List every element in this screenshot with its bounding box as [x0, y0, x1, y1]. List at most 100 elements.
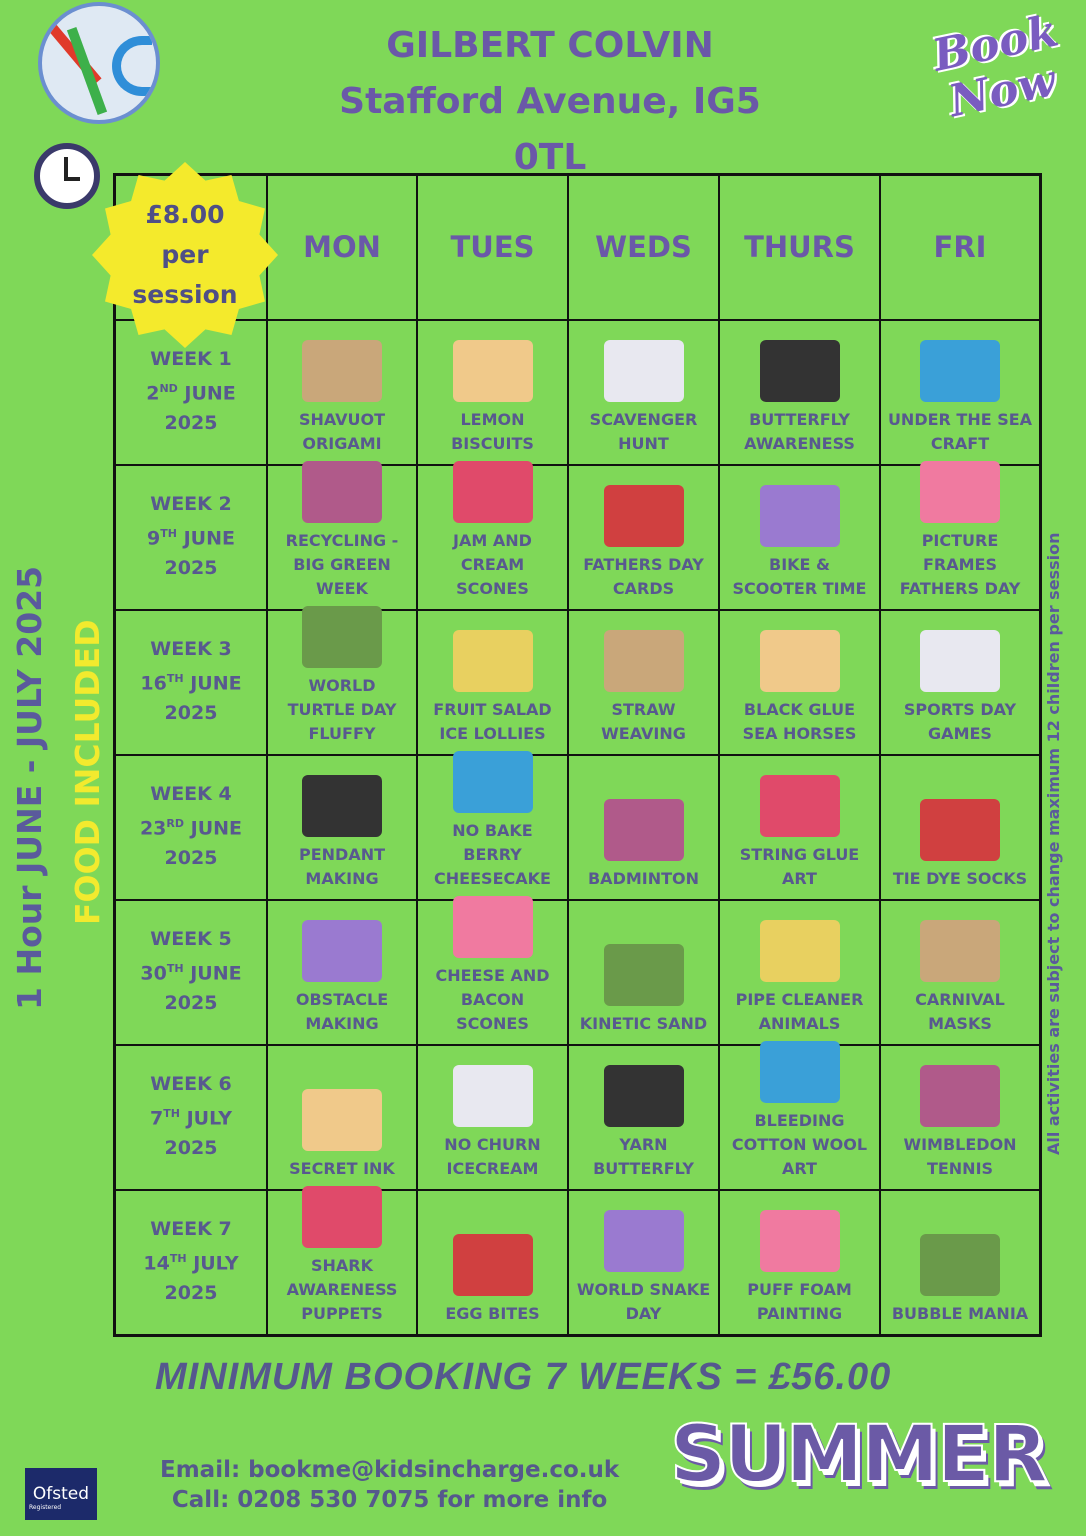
- activity-image: [920, 799, 1000, 861]
- date-suffix: TH: [160, 527, 177, 541]
- date-day: 23: [139, 817, 167, 840]
- activity-image: [452, 751, 533, 813]
- ofsted-logo: Ofsted Registered: [25, 1468, 97, 1520]
- disclaimer: All activities are subject to change max…: [1044, 532, 1063, 1155]
- activity-cell[interactable]: CHEESE AND BACON SCONES: [417, 896, 568, 1045]
- activity-cell[interactable]: SPORTS DAY GAMES: [880, 610, 1040, 755]
- week-number: WEEK 6: [150, 1073, 232, 1096]
- ofsted-name: Ofsted: [32, 1484, 90, 1504]
- week-label-cell: WEEK 7 14TH JULY 2025: [115, 1190, 267, 1335]
- activity-image: [920, 920, 1000, 982]
- activity-cell[interactable]: OBSTACLE MAKING: [267, 900, 417, 1045]
- activity-image: [302, 1186, 382, 1248]
- activity-image: [603, 485, 684, 547]
- activity-cell[interactable]: BUTTERFLY AWARENESS: [719, 320, 880, 465]
- activity-cell[interactable]: WORLD TURTLE DAY FLUFFY: [267, 606, 417, 755]
- email-link[interactable]: Email: bookme@kidsincharge.co.uk: [160, 1457, 620, 1483]
- activity-cell[interactable]: STRING GLUE ART: [719, 755, 880, 900]
- activity-image: [920, 630, 1000, 692]
- activity-cell[interactable]: JAM AND CREAM SCONES: [417, 461, 568, 610]
- day-header-thurs: THURS: [719, 175, 880, 320]
- activity-cell[interactable]: UNDER THE SEA CRAFT: [880, 320, 1040, 465]
- activity-label: PIPE CLEANER ANIMALS: [735, 990, 864, 1033]
- activity-label: WORLD TURTLE DAY FLUFFY: [287, 676, 397, 743]
- activity-label: BIKE & SCOOTER TIME: [732, 555, 867, 598]
- activity-cell[interactable]: BIKE & SCOOTER TIME: [719, 465, 880, 610]
- week-year: 2025: [164, 991, 218, 1014]
- week-number: WEEK 5: [150, 928, 232, 951]
- activity-label: SCAVENGER HUNT: [589, 410, 698, 453]
- alarm-clock-icon: [22, 137, 110, 217]
- activity-label: JAM AND CREAM SCONES: [453, 531, 532, 598]
- activity-label: SPORTS DAY GAMES: [903, 700, 1017, 743]
- activity-cell[interactable]: KINETIC SAND: [568, 900, 719, 1045]
- activity-cell[interactable]: BADMINTON: [568, 755, 719, 900]
- week-date: 16TH JUNE: [140, 664, 241, 698]
- activity-image: [603, 799, 684, 861]
- activity-image: [452, 461, 533, 523]
- activity-cell[interactable]: BLEEDING COTTON WOOL ART: [719, 1041, 880, 1190]
- week-label-cell: WEEK 6 7TH JULY 2025: [115, 1045, 267, 1190]
- activity-image: [759, 630, 840, 692]
- activity-cell[interactable]: FRUIT SALAD ICE LOLLIES: [417, 610, 568, 755]
- activity-cell[interactable]: SHAVUOT ORIGAMI: [267, 320, 417, 465]
- activity-label: WORLD SNAKE DAY: [576, 1280, 711, 1323]
- activity-cell[interactable]: FATHERS DAY CARDS: [568, 465, 719, 610]
- activity-image: [603, 340, 684, 402]
- activity-label: RECYCLING - BIG GREEN WEEK: [285, 531, 399, 598]
- activity-label: BUBBLE MANIA: [891, 1304, 1029, 1323]
- date-suffix: TH: [163, 1107, 180, 1121]
- activity-label: STRAW WEAVING: [601, 700, 686, 743]
- activity-cell[interactable]: PUFF FOAM PAINTING: [719, 1190, 880, 1335]
- activity-cell[interactable]: SHARK AWARENESS PUPPETS: [267, 1186, 417, 1335]
- date-month: JUNE: [190, 817, 243, 840]
- activity-cell[interactable]: LEMON BISCUITS: [417, 320, 568, 465]
- activity-image: [302, 461, 382, 523]
- activity-label: KINETIC SAND: [579, 1014, 708, 1033]
- activity-cell[interactable]: WIMBLEDON TENNIS: [880, 1045, 1040, 1190]
- price-session: session: [132, 280, 238, 309]
- activity-cell[interactable]: NO BAKE BERRY CHEESECAKE: [417, 751, 568, 900]
- date-month: JUNE: [184, 382, 236, 405]
- activity-label: PICTURE FRAMES FATHERS DAY: [899, 531, 1021, 598]
- activity-image: [603, 1065, 684, 1127]
- activity-label: FATHERS DAY CARDS: [583, 555, 704, 598]
- activity-cell[interactable]: PENDANT MAKING: [267, 755, 417, 900]
- activity-cell[interactable]: BLACK GLUE SEA HORSES: [719, 610, 880, 755]
- activity-image: [452, 340, 533, 402]
- week-date: 30TH JUNE: [140, 954, 241, 988]
- day-header-mon: MON: [267, 175, 417, 320]
- phone-info: Call: 0208 530 7075 for more info: [171, 1487, 608, 1513]
- week-date: 23RD JUNE: [140, 809, 242, 843]
- activity-cell[interactable]: BUBBLE MANIA: [880, 1190, 1040, 1335]
- activity-label: SECRET INK: [289, 1159, 395, 1178]
- activity-cell[interactable]: PIPE CLEANER ANIMALS: [719, 900, 880, 1045]
- activity-cell[interactable]: SCAVENGER HUNT: [568, 320, 719, 465]
- activity-cell[interactable]: RECYCLING - BIG GREEN WEEK: [267, 461, 417, 610]
- date-day: 2: [146, 382, 160, 405]
- activity-image: [920, 340, 1000, 402]
- activity-cell[interactable]: CARNIVAL MASKS: [880, 900, 1040, 1045]
- week-date: 14TH JULY: [143, 1244, 238, 1278]
- activity-label: FRUIT SALAD ICE LOLLIES: [433, 700, 552, 743]
- activity-cell[interactable]: WORLD SNAKE DAY: [568, 1190, 719, 1335]
- activity-label: STRING GLUE ART: [739, 845, 860, 888]
- activity-cell[interactable]: SECRET INK: [267, 1045, 417, 1190]
- activity-image: [452, 630, 533, 692]
- activity-label: TIE DYE SOCKS: [892, 869, 1028, 888]
- activity-label: BLACK GLUE SEA HORSES: [742, 700, 857, 743]
- activity-label: NO CHURN ICECREAM: [444, 1135, 541, 1178]
- activity-label: YARN BUTTERFLY: [593, 1135, 694, 1178]
- day-header-weds: WEDS: [568, 175, 719, 320]
- activity-cell[interactable]: NO CHURN ICECREAM: [417, 1045, 568, 1190]
- activity-label: PENDANT MAKING: [298, 845, 385, 888]
- activity-cell[interactable]: STRAW WEAVING: [568, 610, 719, 755]
- activity-image: [452, 1234, 533, 1296]
- activity-cell[interactable]: PICTURE FRAMES FATHERS DAY: [880, 461, 1040, 610]
- date-day: 16: [140, 672, 167, 695]
- activity-cell[interactable]: YARN BUTTERFLY: [568, 1045, 719, 1190]
- date-month: JUNE: [190, 962, 242, 985]
- activity-cell[interactable]: EGG BITES: [417, 1190, 568, 1335]
- activity-cell[interactable]: TIE DYE SOCKS: [880, 755, 1040, 900]
- book-now-button[interactable]: Book Now: [928, 5, 1063, 128]
